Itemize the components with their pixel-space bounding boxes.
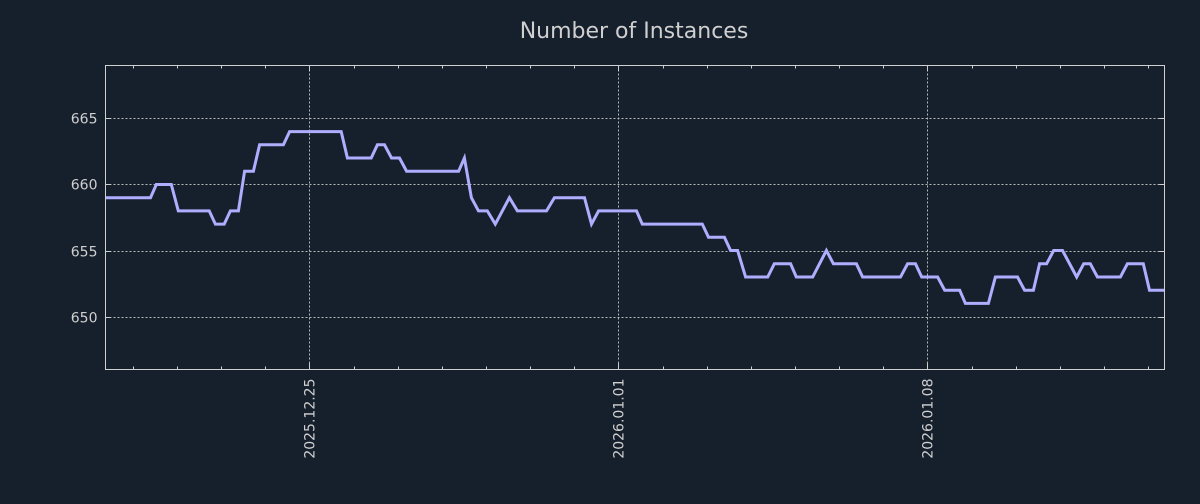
- x-tick-label: 2025.12.25: [303, 379, 319, 459]
- plot-frame: [105, 65, 1165, 370]
- y-tick-label: 650: [71, 311, 98, 327]
- y-tick-label: 655: [71, 245, 98, 261]
- x-tick-label: 2026.01.01: [612, 379, 628, 459]
- y-tick-label: 665: [71, 112, 98, 128]
- series-group: [105, 130, 1165, 305]
- axis-ticks: 650 655 660 665 2025.12.25 2026.01.01 2026.01.…: [71, 65, 1165, 459]
- series-line: [105, 130, 1165, 305]
- x-tick-label: 2026.01.08: [921, 379, 937, 459]
- y-tick-label: 660: [71, 178, 98, 194]
- grid-lines: [105, 65, 1165, 370]
- chart-title: Number of Instances: [520, 19, 749, 44]
